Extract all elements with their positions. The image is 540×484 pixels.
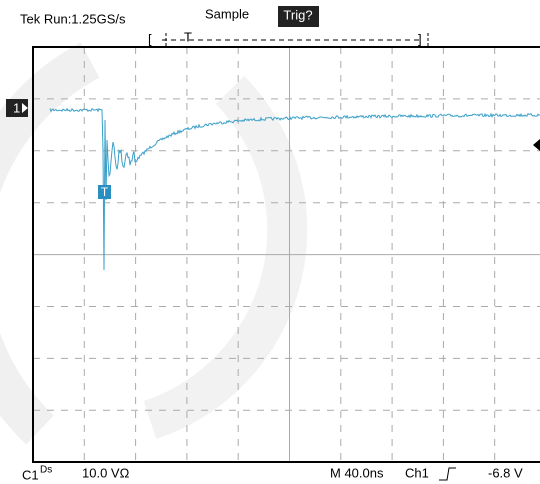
trigger-slope — [439, 467, 456, 481]
channel-arrow — [22, 103, 28, 113]
trigger-state: Trig? — [283, 7, 312, 22]
record-bracket: [ — [148, 31, 152, 46]
graticule-frame — [32, 46, 540, 463]
trigger-source: Ch1 — [405, 465, 429, 480]
timebase: M 40.0ns — [330, 465, 384, 480]
acquisition-mode: Sample — [205, 6, 249, 21]
record-bracket: ] — [418, 31, 422, 46]
channel-marker: 1 — [13, 100, 20, 115]
volts-per-div: 10.0 VΩ — [82, 465, 130, 480]
trigger-marker: T — [101, 185, 109, 199]
status: Tek Run:1.25GS/s — [20, 11, 126, 26]
channel: C1 — [22, 467, 39, 482]
trigger-marker-box — [98, 185, 111, 199]
trigger-state-box — [278, 6, 319, 27]
graticule — [33, 47, 540, 462]
coupling: Ds — [40, 465, 52, 476]
record-bar: [ T ] — [148, 29, 429, 47]
trigger-level-arrow — [533, 139, 540, 151]
watermark — [143, 76, 308, 439]
record-trigger: T — [184, 29, 192, 44]
trigger-level: -6.8 V — [488, 465, 523, 480]
waveform — [49, 107, 540, 271]
watermark — [0, 42, 100, 445]
